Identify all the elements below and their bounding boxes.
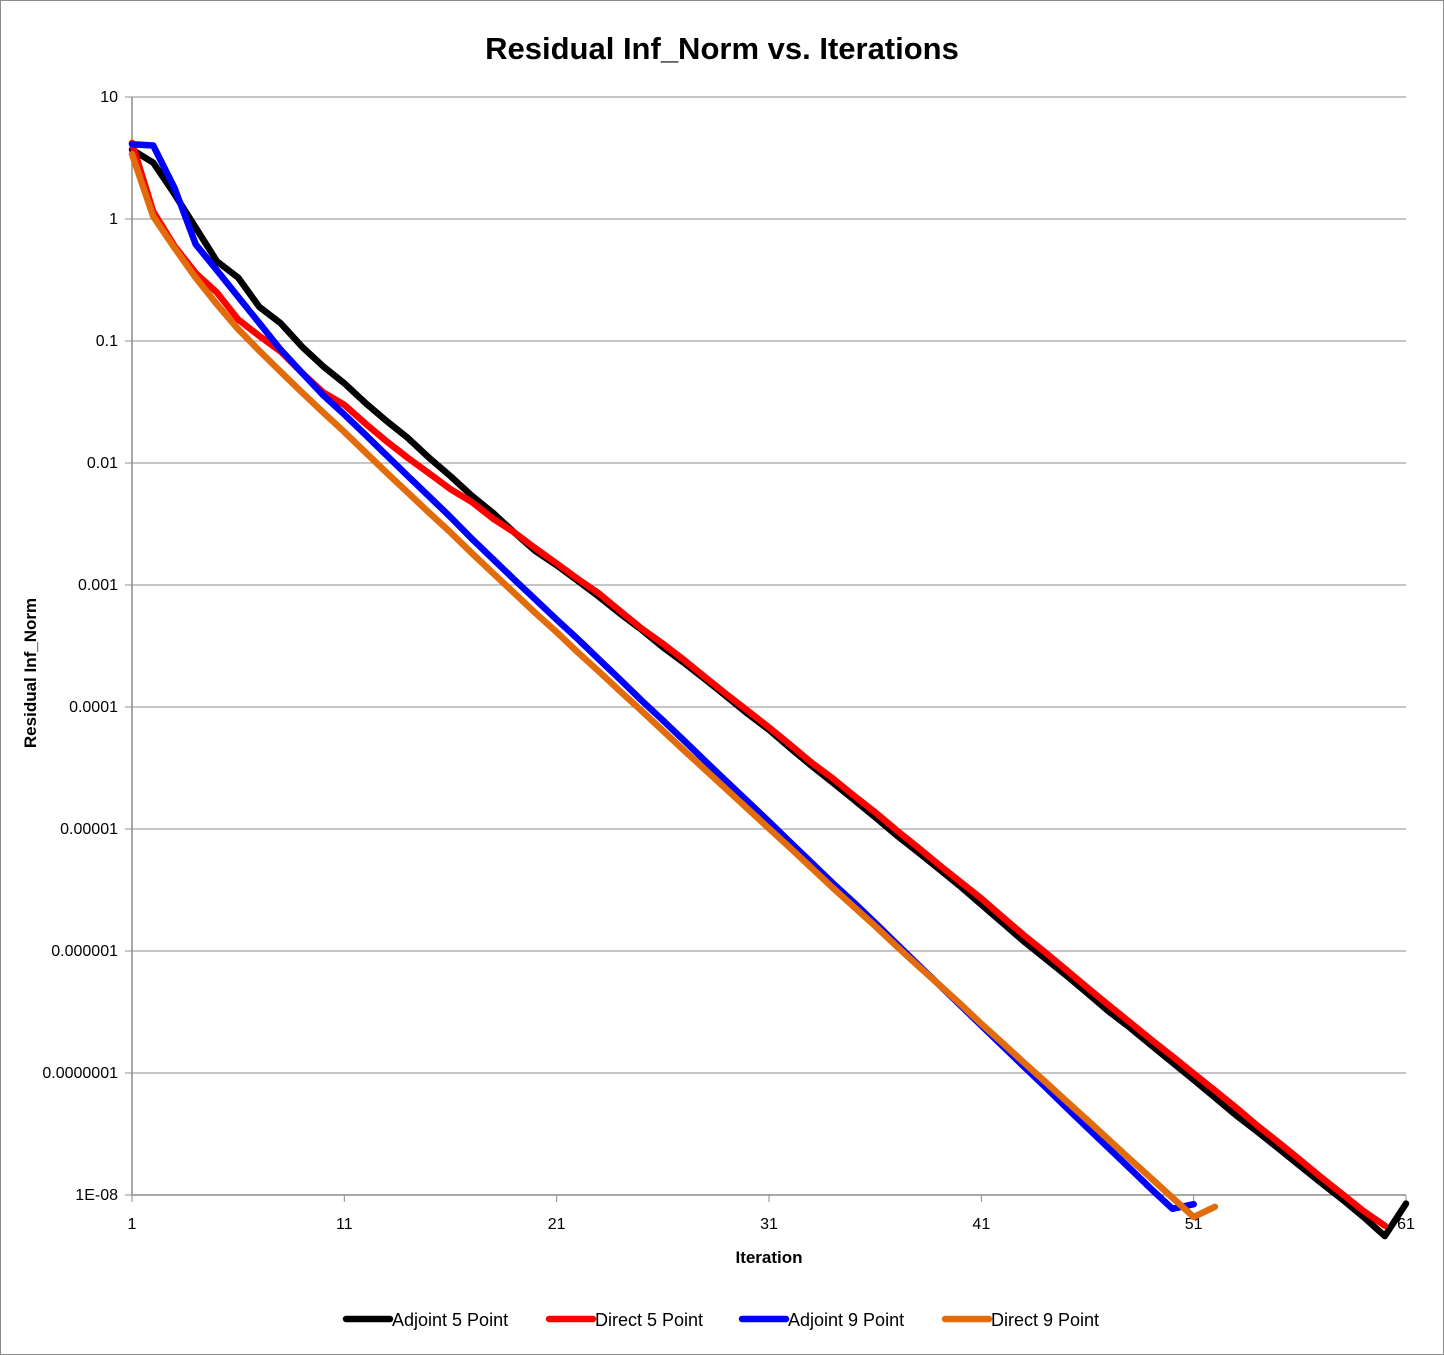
y-tick-label: 0.01 (87, 455, 118, 472)
y-tick-label: 1E-08 (75, 1187, 118, 1204)
y-tick-label: 10 (100, 89, 118, 106)
legend: Adjoint 5 Point Direct 5 Point Adjoint 9 P… (342, 1310, 1099, 1330)
series-line-direct-5-point (128, 139, 1389, 1229)
y-tick-labels: 10 1 0.1 0.01 0.001 0.0001 0.00001 0.000001 0.00… (42, 89, 118, 1204)
legend-label: Direct 5 Point (595, 1310, 703, 1330)
y-tick-label: 0.1 (96, 333, 118, 350)
y-tick-label: 0.001 (78, 577, 118, 594)
y-tick-label: 0.0001 (69, 699, 118, 716)
x-tick-label: 31 (760, 1216, 778, 1233)
series-line-adjoint-9-point (128, 140, 1197, 1213)
gridlines (125, 96, 1406, 1196)
x-tick-label: 11 (336, 1216, 353, 1233)
x-tick-label: 41 (972, 1216, 990, 1233)
series-lines (128, 139, 1410, 1240)
y-tick-label: 0.0000001 (42, 1065, 118, 1082)
x-tick-label: 1 (128, 1216, 137, 1233)
axes (131, 97, 1407, 1202)
series-line-direct-9-point (128, 150, 1219, 1221)
y-tick-label: 1 (109, 211, 118, 228)
x-tick-label: 61 (1397, 1216, 1415, 1233)
y-tick-label: 0.000001 (51, 943, 118, 960)
y-axis-title: Residual Inf_Norm (21, 598, 40, 748)
legend-label: Adjoint 9 Point (788, 1310, 904, 1330)
x-axis-title: Iteration (735, 1248, 802, 1267)
chart-title: Residual Inf_Norm vs. Iterations (485, 31, 959, 66)
y-tick-label: 0.00001 (60, 821, 118, 838)
x-tick-label: 21 (548, 1216, 566, 1233)
x-tick-labels: 1 11 21 31 41 51 61 (128, 1216, 1415, 1233)
legend-label: Adjoint 5 Point (392, 1310, 508, 1330)
x-tick-label: 51 (1185, 1216, 1203, 1233)
legend-label: Direct 9 Point (991, 1310, 1099, 1330)
